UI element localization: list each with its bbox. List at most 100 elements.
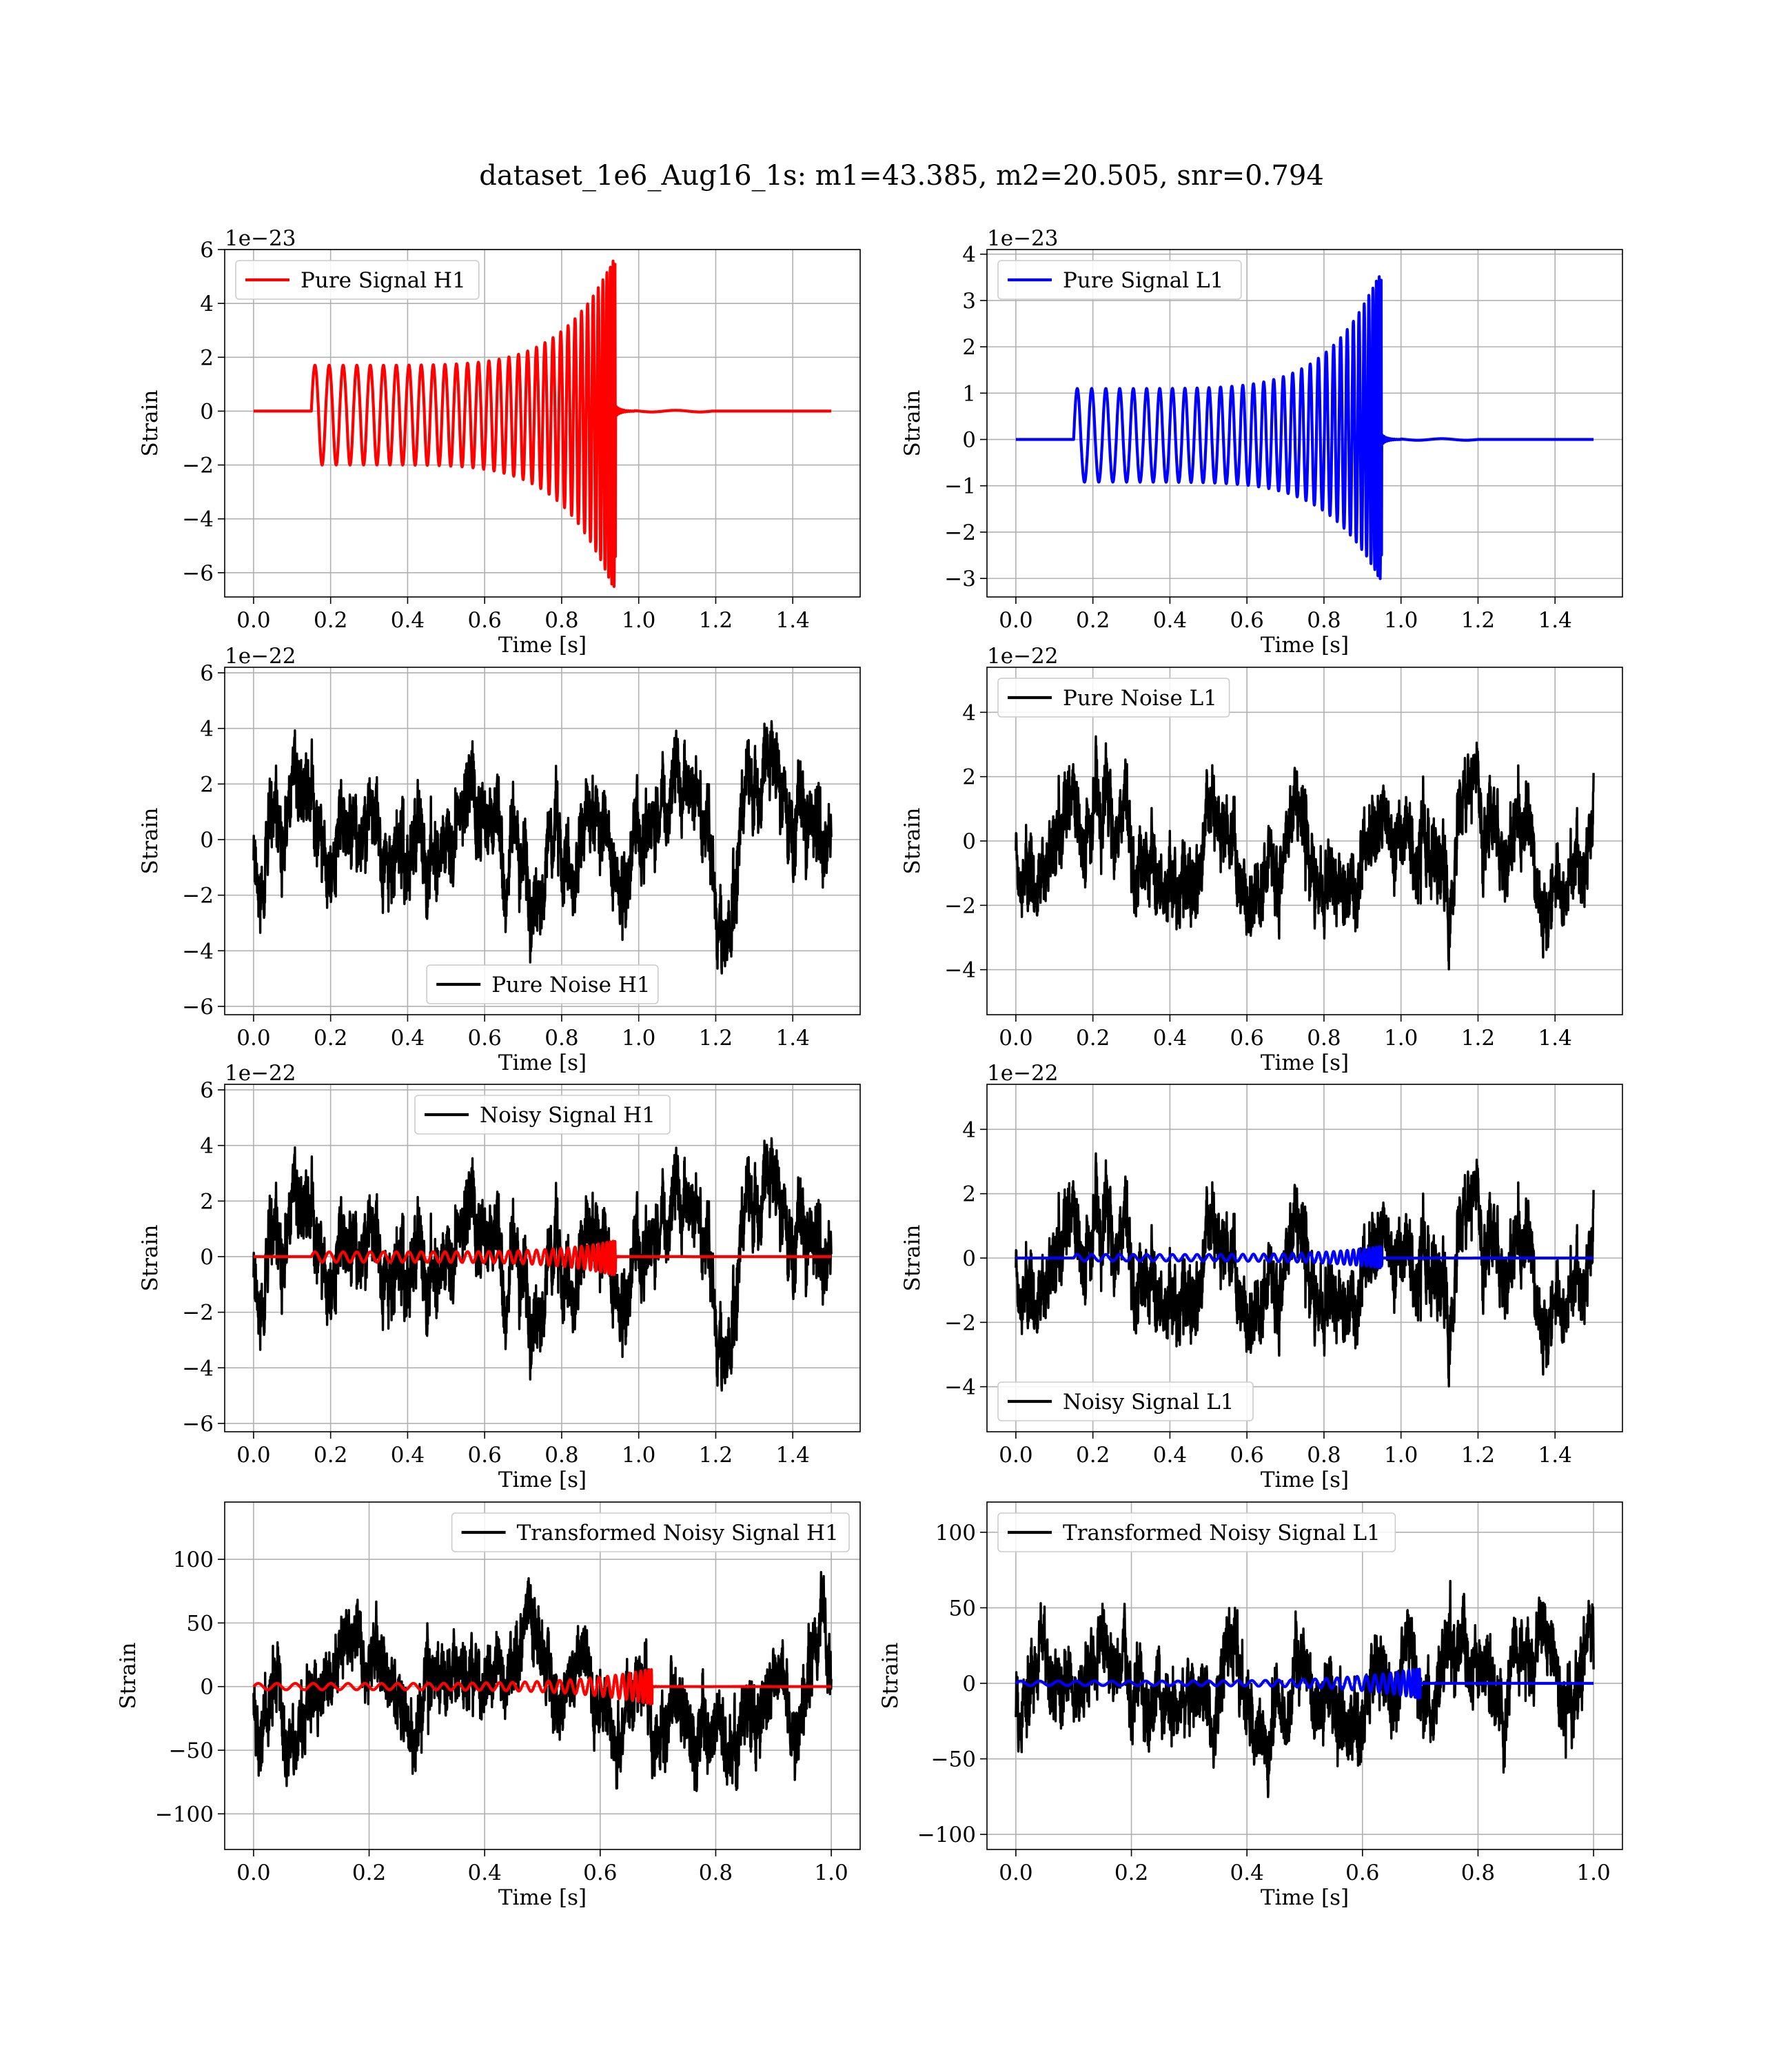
y-tick-label: 2 xyxy=(962,335,976,360)
y-axis-label: Strain xyxy=(900,808,925,875)
x-tick-label: 0.0 xyxy=(236,1443,270,1468)
x-tick-label: 0.6 xyxy=(468,608,502,633)
y-tick-label: 0 xyxy=(200,399,214,424)
x-tick-label: 0.4 xyxy=(391,1443,425,1468)
x-tick-label: 0.8 xyxy=(1307,1443,1341,1468)
y-tick-label: −6 xyxy=(182,995,214,1020)
x-tick-label: 1.4 xyxy=(776,608,810,633)
x-tick-label: 0.0 xyxy=(236,608,270,633)
y-tick-label: 100 xyxy=(935,1521,976,1545)
axes-frame xyxy=(224,1501,861,1850)
y-tick-label: 0 xyxy=(200,828,214,853)
y-tick-label: 50 xyxy=(187,1611,214,1636)
x-tick-label: 1.2 xyxy=(699,608,733,633)
panel-pure-noise-l1: 0.0 0.2 0.4 0.6 0.8 1.0 1.2 1.4 −4 −2 0 2 4 Time [s] S… xyxy=(900,644,1623,1075)
x-tick-label: 1.2 xyxy=(1461,1026,1495,1051)
y-tick-label: 4 xyxy=(962,243,976,267)
y-axis-label: Strain xyxy=(900,1225,925,1292)
legend-label: Noisy Signal L1 xyxy=(1063,1390,1234,1415)
x-tick-label: 1.0 xyxy=(1384,1443,1418,1468)
x-tick-label: 0.6 xyxy=(1230,608,1264,633)
axes-frame xyxy=(224,249,861,598)
y-tick-label: −2 xyxy=(182,1301,214,1326)
x-tick-label: 1.2 xyxy=(1461,1443,1495,1468)
x-axis-label: Time [s] xyxy=(498,1468,587,1492)
y-tick-label: 100 xyxy=(173,1548,214,1572)
x-tick-label: 0.8 xyxy=(699,1861,733,1885)
x-tick-label: 1.2 xyxy=(699,1443,733,1468)
panel-pure-noise-h1: 0.0 0.2 0.4 0.6 0.8 1.0 1.2 1.4 −6 −4 −2 0 2 4 6 Time [… xyxy=(138,644,861,1075)
y-tick-label: 0 xyxy=(962,428,976,453)
x-tick-label: 1.4 xyxy=(1538,1026,1572,1051)
x-axis-label: Time [s] xyxy=(1261,633,1349,658)
legend-box xyxy=(235,260,480,300)
series-line-overlay-1 xyxy=(1015,1245,1595,1270)
y-tick-label: 2 xyxy=(962,765,976,790)
y-tick-label: 3 xyxy=(962,289,976,314)
axis-offset-label: 1e−22 xyxy=(987,1061,1059,1086)
series-line-overlay-1 xyxy=(252,1667,833,1705)
y-tick-label: 4 xyxy=(200,717,214,742)
y-tick-label: 1 xyxy=(962,381,976,406)
y-tick-label: 0 xyxy=(962,1246,976,1271)
y-axis-label: Strain xyxy=(138,808,163,875)
y-tick-label: −4 xyxy=(182,507,214,532)
y-tick-label: −4 xyxy=(182,1356,214,1381)
y-axis-label: Strain xyxy=(138,1225,163,1292)
x-tick-label: 0.6 xyxy=(468,1443,502,1468)
y-tick-label: 2 xyxy=(200,1189,214,1214)
x-tick-label: 1.4 xyxy=(776,1443,810,1468)
series-line-noisy-signal-l1 xyxy=(1015,1152,1595,1388)
y-axis-label: Strain xyxy=(116,1643,141,1710)
legend-box xyxy=(414,1095,671,1135)
legend: Noisy Signal L1 xyxy=(997,1381,1254,1421)
axes-frame xyxy=(986,249,1623,598)
x-axis-label: Time [s] xyxy=(498,633,587,658)
panel-transformed-noisy-signal-l1: 0.0 0.2 0.4 0.6 0.8 1.0 −100 −50 0 50 100 Time [s] S… xyxy=(878,1501,1623,1910)
x-tick-label: 0.0 xyxy=(999,1861,1032,1885)
y-tick-label: 2 xyxy=(200,772,214,797)
x-tick-label: 0.8 xyxy=(1307,608,1341,633)
x-tick-label: 0.4 xyxy=(468,1861,502,1885)
series-line-noisy-signal-h1 xyxy=(252,1137,833,1392)
grid xyxy=(225,667,860,1015)
legend-label: Pure Noise H1 xyxy=(491,973,650,997)
y-tick-label: 6 xyxy=(200,661,214,686)
y-tick-label: 0 xyxy=(200,1675,214,1700)
series-line-overlay-1 xyxy=(1015,1667,1595,1700)
panel-pure-signal-l1: 0.0 0.2 0.4 0.6 0.8 1.0 1.2 1.4 −3 −2 −1 0 1 2 3 4 Time … xyxy=(900,226,1623,658)
series-line-pure-signal-l1 xyxy=(1015,275,1595,580)
x-tick-label: 0.0 xyxy=(236,1861,270,1885)
y-tick-label: −6 xyxy=(182,561,214,586)
x-tick-label: 0.4 xyxy=(1153,608,1187,633)
legend-label: Noisy Signal H1 xyxy=(480,1103,655,1128)
y-axis-label: Strain xyxy=(138,390,163,457)
y-tick-label: −4 xyxy=(944,1375,976,1400)
y-tick-label: 50 xyxy=(949,1596,976,1621)
y-tick-label: −4 xyxy=(182,939,214,964)
series-line-pure-noise-l1 xyxy=(1015,735,1595,971)
legend-label: Pure Signal H1 xyxy=(301,268,466,293)
y-tick-label: −100 xyxy=(155,1802,214,1827)
legend: Pure Noise H1 xyxy=(426,964,659,1004)
y-tick-label: −50 xyxy=(169,1738,214,1763)
x-tick-label: 0.2 xyxy=(1076,1026,1110,1051)
axis-offset-label: 1e−23 xyxy=(225,226,296,251)
x-tick-label: 0.2 xyxy=(314,1443,347,1468)
x-tick-label: 1.0 xyxy=(622,1443,655,1468)
legend: Pure Noise L1 xyxy=(997,678,1230,718)
y-tick-label: 4 xyxy=(200,292,214,316)
axis-offset-label: 1e−22 xyxy=(225,1061,296,1086)
x-tick-label: 1.2 xyxy=(1461,608,1495,633)
x-tick-label: 0.2 xyxy=(1114,1861,1148,1885)
y-tick-label: 2 xyxy=(962,1182,976,1207)
x-tick-label: 0.8 xyxy=(1461,1861,1495,1885)
y-tick-label: −6 xyxy=(182,1412,214,1437)
x-axis-label: Time [s] xyxy=(1261,1468,1349,1492)
x-tick-label: 0.8 xyxy=(1307,1026,1341,1051)
x-axis-label: Time [s] xyxy=(1261,1885,1349,1910)
y-tick-label: −1 xyxy=(944,474,976,499)
panel-pure-signal-h1: 0.0 0.2 0.4 0.6 0.8 1.0 1.2 1.4 −6 −4 −2 0 2 4 6 Time [… xyxy=(138,226,861,658)
x-tick-label: 1.2 xyxy=(699,1026,733,1051)
